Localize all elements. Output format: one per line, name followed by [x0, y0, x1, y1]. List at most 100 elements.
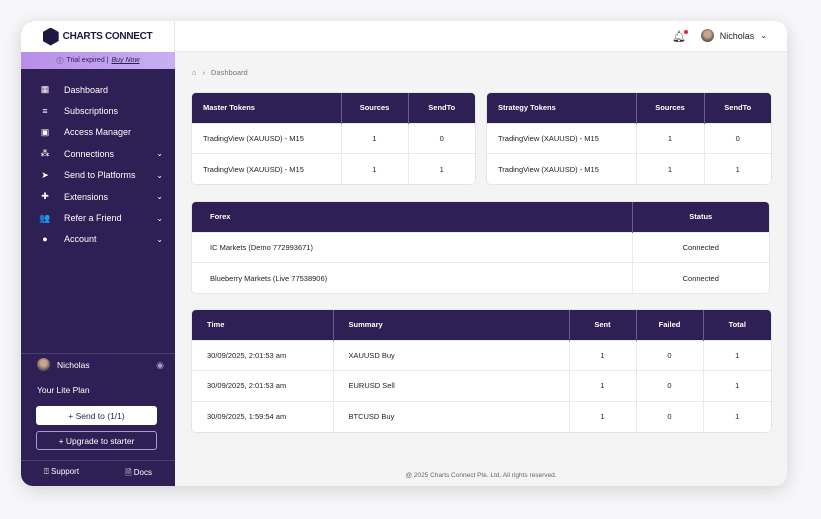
chevron-down-icon: ⌄	[156, 192, 163, 202]
table-cell: EURUSD Sell	[333, 370, 570, 401]
table-cell: 1	[569, 339, 637, 371]
sidebar-item-label: Access Manager	[64, 127, 132, 138]
table-row[interactable]: TradingView (XAUUSD) - M15 1 0	[487, 122, 771, 154]
table-cell: BTCUSD Buy	[333, 400, 570, 432]
table-cell: 1	[341, 122, 409, 154]
sidebar-item-label: Dashboard	[64, 84, 109, 95]
user-name: Nicholas	[57, 359, 90, 370]
chevron-right-icon: ›	[202, 68, 206, 77]
table-row[interactable]: 30/09/2025, 1:59:54 am BTCUSD Buy 1 0 1	[192, 400, 771, 432]
support-link[interactable]: ⍰ Support	[44, 467, 79, 481]
table-cell: TradingView (XAUUSD) - M15	[487, 122, 637, 154]
user-menu[interactable]: Nicholas ⌄	[700, 29, 767, 42]
table-header: Forex Status	[192, 202, 769, 232]
breadcrumb: ⌂ › Dashboard	[192, 68, 248, 77]
table-row[interactable]: 30/09/2025, 2:01:53 am EURUSD Sell 1 0 1	[192, 370, 771, 401]
buy-now-link[interactable]: Buy Now	[111, 57, 140, 64]
table-cell: 1	[569, 370, 637, 401]
home-icon[interactable]: ⌂	[192, 68, 197, 77]
breadcrumb-current: Dashboard	[211, 68, 248, 77]
sidebar-item-access-manager[interactable]: ▣ Access Manager	[21, 122, 175, 143]
plan-label: Your Lite Plan	[37, 385, 90, 395]
table-cell: TradingView (XAUUSD) - M15	[487, 153, 637, 184]
sidebar-user[interactable]: Nicholas	[37, 358, 90, 371]
table-cell: 1	[569, 400, 637, 432]
eye-icon[interactable]: ◉	[156, 360, 164, 370]
table-header: Master Tokens Sources SendTo	[192, 93, 475, 123]
send-to-button[interactable]: + Send to (1/1)	[36, 406, 157, 425]
users-icon: 👥	[39, 212, 51, 223]
dashboard-icon: ▦	[40, 84, 50, 95]
table-cell: IC Markets (Demo 772993671)	[192, 231, 633, 263]
column-header: Sources	[636, 93, 705, 123]
sidebar-nav: ▦ Dashboard ≡ Subscriptions ▣ Access Manager ⁂…	[21, 79, 175, 250]
column-header: Sent	[569, 310, 637, 340]
docs-icon: 🗎	[125, 468, 132, 477]
table-cell: 0	[636, 400, 704, 432]
table-cell: 30/09/2025, 2:01:53 am	[192, 339, 334, 371]
docs-link[interactable]: 🗎 Docs	[125, 467, 152, 481]
trades-table: Time Summary Sent Failed Total 30/09/2025, 2:…	[192, 310, 771, 432]
sidebar-item-send-to-platforms[interactable]: ➤ Send to Platforms ⌄	[21, 165, 175, 186]
chevron-down-icon: ⌄	[760, 31, 767, 40]
column-header: Total	[703, 310, 771, 340]
upgrade-button[interactable]: + Upgrade to starter	[36, 431, 157, 450]
sidebar-item-label: Refer a Friend	[64, 213, 122, 224]
sidebar-item-refer-a-friend[interactable]: 👥 Refer a Friend ⌄	[21, 207, 175, 228]
column-header: Forex	[192, 202, 633, 232]
logo-icon	[42, 27, 59, 46]
help-icon: ⓘ	[56, 57, 64, 65]
table-row[interactable]: TradingView (XAUUSD) - M15 1 1	[192, 153, 475, 184]
sidebar-item-dashboard[interactable]: ▦ Dashboard	[21, 79, 175, 100]
column-header: Sources	[341, 93, 409, 123]
topbar: 🔔︎ Nicholas ⌄	[175, 21, 787, 52]
table-row[interactable]: TradingView (XAUUSD) - M15 1 0	[192, 122, 475, 154]
sidebar-item-connections[interactable]: ⁂ Connections ⌄	[21, 143, 175, 164]
table-cell: 1	[636, 153, 705, 184]
access-manager-icon: ▣	[40, 126, 50, 137]
column-header: Master Tokens	[192, 93, 342, 123]
table-row[interactable]: IC Markets (Demo 772993671) Connected	[192, 231, 769, 263]
table-cell: TradingView (XAUUSD) - M15	[192, 122, 342, 154]
bell-icon[interactable]: 🔔︎	[672, 30, 688, 43]
subscriptions-icon: ≡	[42, 106, 48, 117]
column-header: Status	[632, 202, 769, 232]
table-row[interactable]: TradingView (XAUUSD) - M15 1 1	[487, 153, 771, 184]
divider	[21, 460, 175, 461]
brand-name: CHARTS CONNECT	[62, 31, 153, 42]
column-header: Failed	[636, 310, 704, 340]
table-cell: 0	[636, 339, 704, 371]
chevron-down-icon: ⌄	[156, 170, 163, 180]
footer-copyright: @ 2025 Charts Connect Pte. Ltd. All righ…	[405, 472, 557, 479]
table-cell: Connected	[632, 262, 769, 293]
table-cell: Blueberry Markets (Live 77538906)	[192, 262, 633, 293]
table-cell: 30/09/2025, 2:01:53 am	[192, 370, 334, 401]
sidebar-item-subscriptions[interactable]: ≡ Subscriptions	[21, 100, 175, 121]
sidebar-item-label: Connections	[64, 148, 115, 159]
column-header: Summary	[333, 310, 570, 340]
table-cell: 30/09/2025, 1:59:54 am	[192, 400, 334, 432]
sidebar-item-label: Extensions	[64, 191, 109, 202]
table-row[interactable]: Blueberry Markets (Live 77538906) Connect…	[192, 262, 769, 293]
table-cell: TradingView (XAUUSD) - M15	[192, 153, 342, 184]
divider	[21, 353, 175, 354]
app-window: CHARTS CONNECT ⓘ Trial expired | Buy Now ▦…	[21, 21, 787, 486]
table-cell: 1	[703, 339, 771, 371]
sidebar-item-extensions[interactable]: ✚ Extensions ⌄	[21, 186, 175, 207]
chevron-down-icon: ⌄	[156, 213, 163, 223]
table-cell: 1	[704, 153, 771, 184]
account-icon: ●	[42, 234, 48, 245]
user-name: Nicholas	[719, 30, 755, 41]
avatar	[37, 358, 50, 371]
connections-icon: ⁂	[40, 148, 50, 159]
table-cell: 1	[408, 153, 475, 184]
column-header: SendTo	[408, 93, 475, 123]
table-cell: 0	[636, 370, 704, 401]
logo[interactable]: CHARTS CONNECT	[21, 21, 175, 52]
puzzle-icon: ✚	[41, 191, 49, 202]
sidebar-item-account[interactable]: ● Account ⌄	[21, 229, 175, 250]
table-row[interactable]: 30/09/2025, 2:01:53 am XAUUSD Buy 1 0 1	[192, 339, 771, 371]
support-icon: ⍰	[44, 467, 49, 476]
table-cell: 0	[408, 122, 475, 154]
table-cell: 1	[703, 400, 771, 432]
